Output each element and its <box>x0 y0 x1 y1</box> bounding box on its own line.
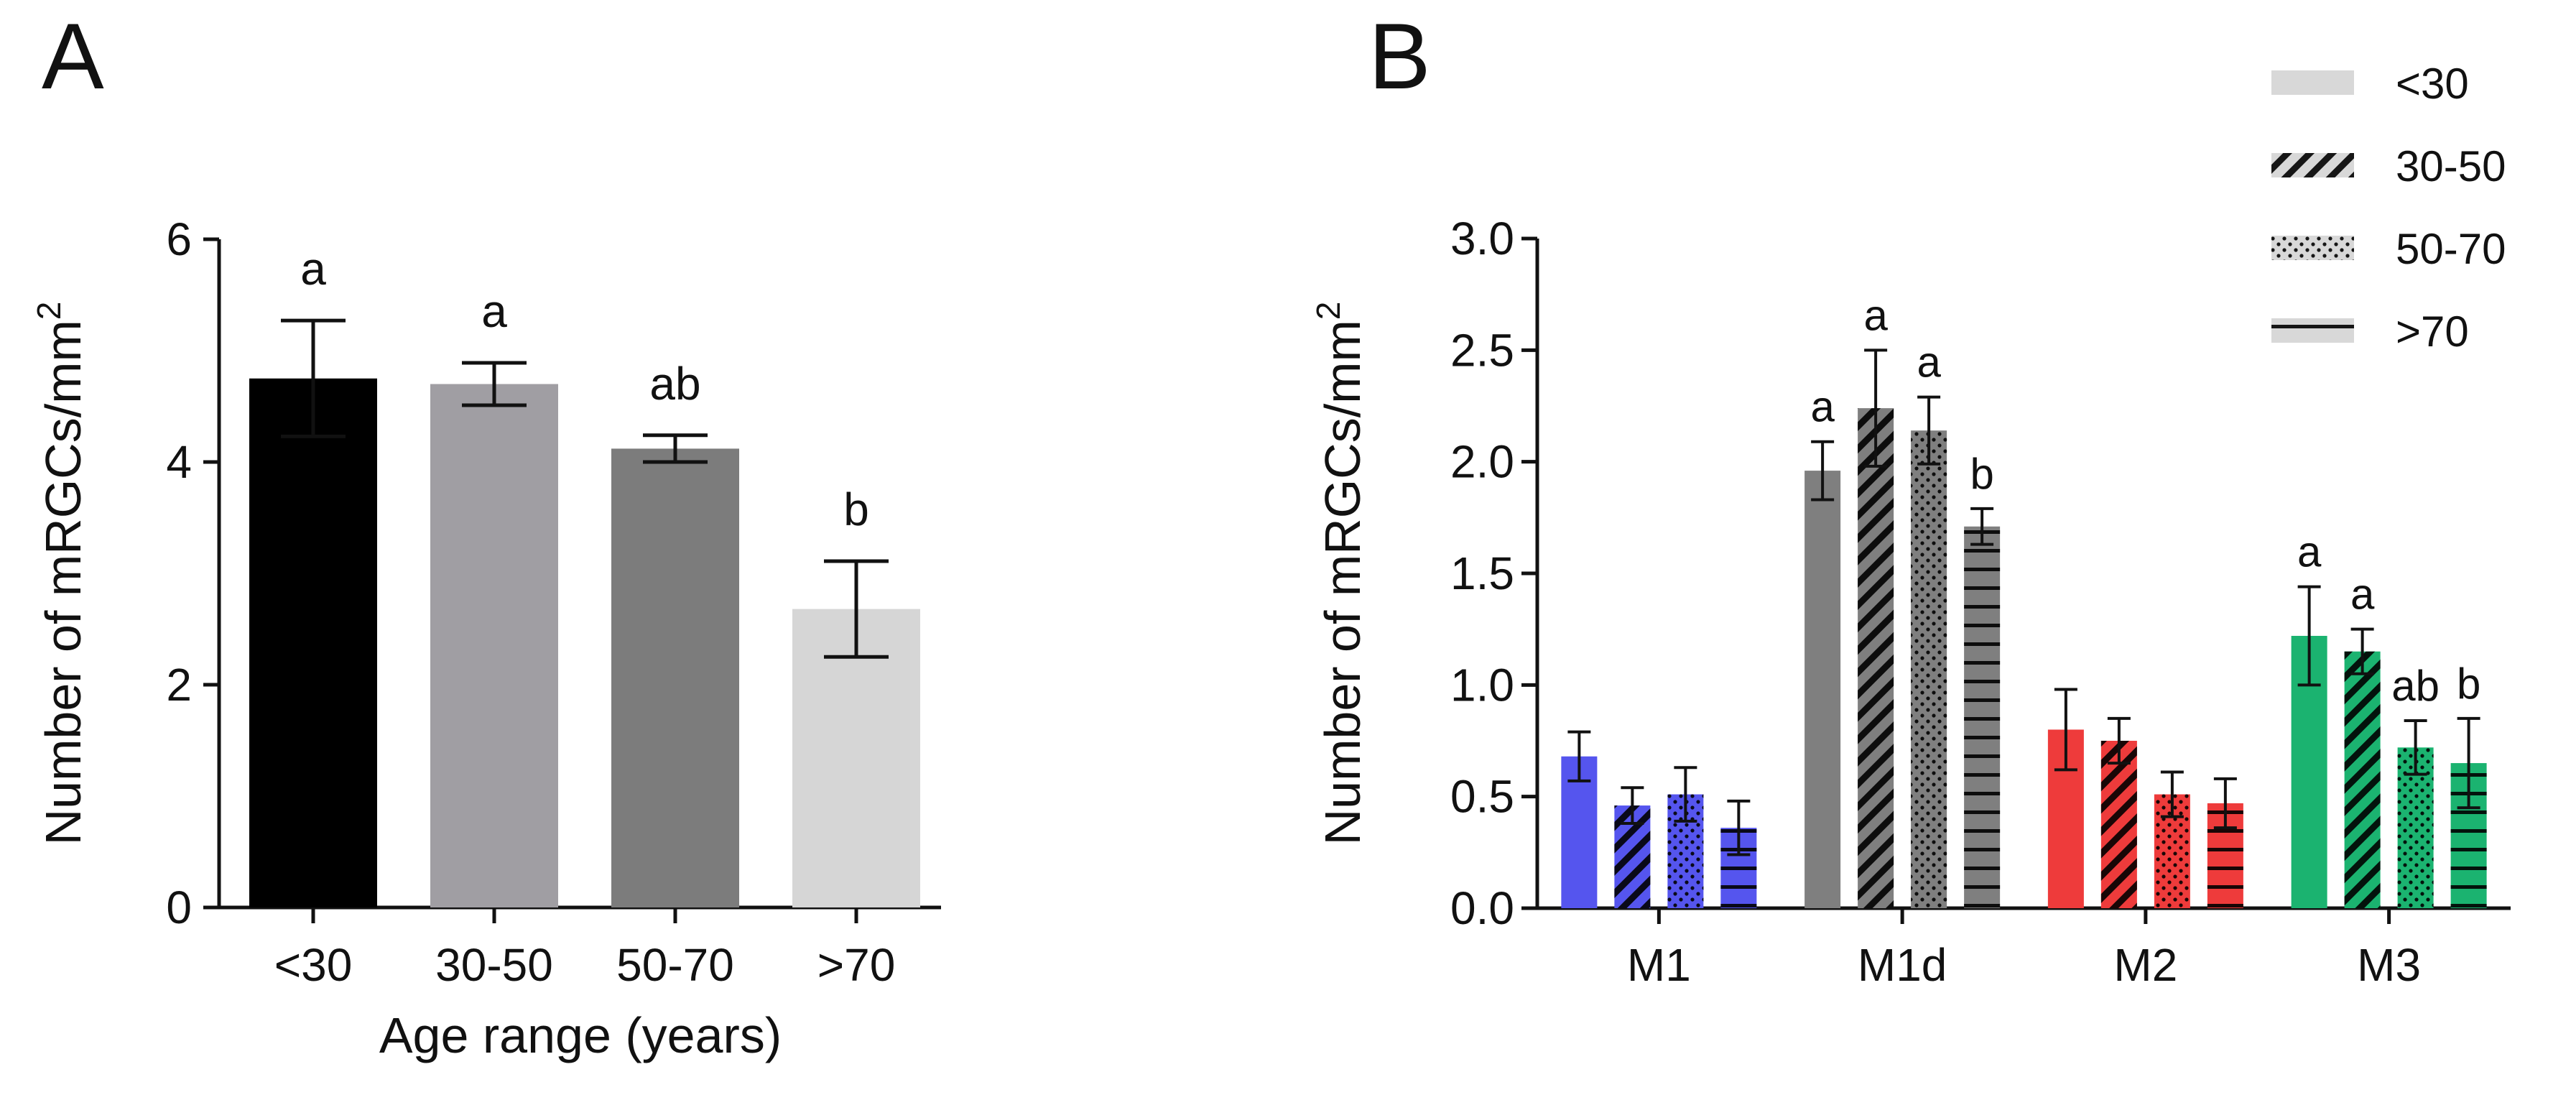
x-tick-label: <30 <box>274 939 353 991</box>
bar-pattern <box>2100 741 2137 908</box>
legend-swatch-fill <box>2271 70 2354 95</box>
bar <box>611 448 739 907</box>
x-tick-label: >70 <box>817 939 896 991</box>
y-tick-label: 6 <box>166 213 192 265</box>
legend-label: 50-70 <box>2396 225 2506 273</box>
bar-pattern <box>2344 651 2381 908</box>
bar-pattern <box>1964 526 2001 908</box>
significance-label: a <box>2350 570 2375 619</box>
legend-label: 30-50 <box>2396 142 2506 190</box>
x-tick-label: M3 <box>2357 939 2421 991</box>
y-tick-label: 4 <box>166 436 192 488</box>
y-axis-title: Number of mRGCs/mm2 <box>1310 302 1371 846</box>
y-axis-title-superscript: 2 <box>1310 302 1347 320</box>
legend-swatch-pattern <box>2271 318 2354 343</box>
bar-pattern <box>1911 430 1947 908</box>
y-tick-label: 3.0 <box>1450 213 1514 264</box>
legend-swatch-pattern <box>2271 153 2354 177</box>
y-tick-label: 1.5 <box>1450 548 1514 599</box>
significance-label: a <box>1810 383 1835 431</box>
legend-label: <30 <box>2396 60 2469 108</box>
y-tick-label: 0 <box>166 882 192 933</box>
significance-label: b <box>1970 450 1993 498</box>
y-tick-label: 0.5 <box>1450 771 1514 823</box>
x-tick-label: M1d <box>1858 939 1947 991</box>
y-tick-label: 2.5 <box>1450 324 1514 376</box>
bar-pattern <box>1858 408 1894 908</box>
y-tick-label: 2.0 <box>1450 436 1514 488</box>
significance-label: b <box>2457 660 2480 708</box>
y-axis-title-main: Number of mRGCs/mm <box>1315 320 1371 845</box>
legend-swatch-pattern <box>2271 236 2354 260</box>
bar-fill <box>1804 471 1841 908</box>
legend-label: >70 <box>2396 308 2469 356</box>
bar <box>430 384 558 907</box>
panel-a-chart: 0 2 4 6 a <30 a 30-50 ab 50-70 b >70 Age range (year… <box>30 213 941 1063</box>
significance-label: a <box>1917 338 1941 387</box>
y-tick-label: 2 <box>166 659 192 711</box>
legend: <30 30-50 50-70 >70 <box>2271 60 2506 356</box>
significance-label: ab <box>649 358 700 410</box>
panel-a-letter: A <box>42 4 104 108</box>
significance-label: a <box>481 285 507 337</box>
x-tick-label: 50-70 <box>616 939 734 991</box>
significance-label: a <box>2297 528 2322 576</box>
y-tick-label: 0.0 <box>1450 882 1514 934</box>
significance-label: b <box>843 484 869 535</box>
bar <box>249 378 377 907</box>
significance-label: a <box>1863 291 1888 339</box>
significance-label: ab <box>2391 662 2440 710</box>
significance-label: a <box>300 243 326 295</box>
x-tick-label: M2 <box>2113 939 2177 991</box>
y-axis-title-superscript: 2 <box>30 302 68 320</box>
y-axis-title: Number of mRGCs/mm2 <box>30 302 91 846</box>
x-axis-title: Age range (years) <box>379 1007 782 1063</box>
y-axis-title-main: Number of mRGCs/mm <box>35 320 91 845</box>
bar <box>792 609 920 907</box>
y-tick-label: 1.0 <box>1450 659 1514 711</box>
panel-b-letter: B <box>1368 4 1431 108</box>
x-tick-label: M1 <box>1627 939 1691 991</box>
x-tick-label: 30-50 <box>435 939 553 991</box>
